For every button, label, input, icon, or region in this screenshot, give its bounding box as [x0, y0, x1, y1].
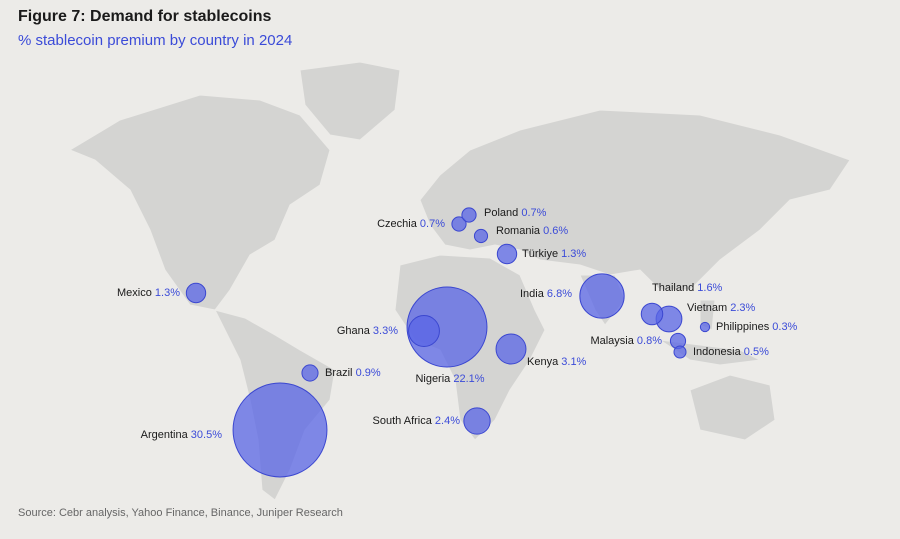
bubble-label: Malaysia 0.8%: [590, 335, 662, 347]
bubble: [408, 315, 440, 347]
bubble-label: Brazil 0.9%: [325, 367, 381, 379]
value-label: 0.7%: [420, 218, 445, 230]
value-label: 0.6%: [543, 225, 568, 237]
value-label: 0.9%: [356, 367, 381, 379]
chart-title: Figure 7: Demand for stablecoins: [18, 8, 271, 25]
bubble: [699, 321, 711, 333]
bubble: [496, 243, 518, 265]
bubble: [640, 302, 664, 326]
country-name: Argentina: [141, 429, 189, 441]
country-name: Vietnam: [687, 302, 727, 314]
bubble: [232, 382, 328, 478]
value-label: 1.3%: [561, 248, 586, 260]
bubble-label: Vietnam 2.3%: [687, 302, 756, 314]
bubble-label: Argentina 30.5%: [141, 429, 223, 441]
value-label: 0.7%: [521, 207, 546, 219]
bubble-label: Philippines 0.3%: [716, 321, 798, 333]
country-name: Indonesia: [693, 346, 742, 358]
country-name: India: [520, 288, 545, 300]
bubble: [406, 286, 488, 368]
bubble-label: South Africa 2.4%: [373, 415, 461, 427]
country-name: South Africa: [373, 415, 433, 427]
value-label: 2.4%: [435, 415, 460, 427]
value-label: 0.8%: [637, 335, 662, 347]
value-label: 3.3%: [373, 325, 398, 337]
bubble-label: Indonesia 0.5%: [693, 346, 769, 358]
bubble-label: Czechia 0.7%: [377, 218, 445, 230]
source-note: Source: Cebr analysis, Yahoo Finance, Bi…: [18, 507, 343, 519]
bubble: [495, 333, 527, 365]
bubble-label: Kenya 3.1%: [527, 356, 587, 368]
country-name: Kenya: [527, 356, 559, 368]
bubble-label: Romania 0.6%: [496, 225, 568, 237]
bubble-label: Poland 0.7%: [484, 207, 547, 219]
country-name: Malaysia: [590, 335, 634, 347]
country-name: Thailand: [652, 282, 694, 294]
bubble-label: India 6.8%: [520, 288, 572, 300]
value-label: 1.6%: [697, 282, 722, 294]
country-name: Brazil: [325, 367, 353, 379]
country-name: Czechia: [377, 218, 418, 230]
country-name: Türkiye: [522, 248, 558, 260]
country-name: Philippines: [716, 321, 770, 333]
bubble: [185, 282, 207, 304]
bubble-label: Nigeria 22.1%: [415, 373, 484, 385]
country-name: Romania: [496, 225, 541, 237]
bubble: [463, 407, 491, 435]
country-name: Ghana: [337, 325, 371, 337]
country-name: Nigeria: [415, 373, 451, 385]
bubble: [461, 207, 477, 223]
value-label: 0.5%: [744, 346, 769, 358]
bubbles: [185, 207, 711, 478]
country-name: Poland: [484, 207, 518, 219]
value-label: 2.3%: [730, 302, 755, 314]
bubble-label: Türkiye 1.3%: [522, 248, 586, 260]
bubble-label: Mexico 1.3%: [117, 287, 180, 299]
value-label: 22.1%: [453, 373, 484, 385]
value-label: 1.3%: [155, 287, 180, 299]
value-label: 3.1%: [561, 356, 586, 368]
bubble: [451, 216, 467, 232]
chart-subtitle: % stablecoin premium by country in 2024: [18, 32, 292, 49]
value-label: 30.5%: [191, 429, 222, 441]
value-label: 6.8%: [547, 288, 572, 300]
bubble-label: Thailand 1.6%: [652, 282, 723, 294]
bubble: [579, 273, 625, 319]
bubble-label: Ghana 3.3%: [337, 325, 398, 337]
value-label: 0.3%: [772, 321, 797, 333]
bubble: [473, 228, 489, 244]
country-name: Mexico: [117, 287, 152, 299]
bubble: [673, 345, 687, 359]
bubble: [301, 364, 319, 382]
